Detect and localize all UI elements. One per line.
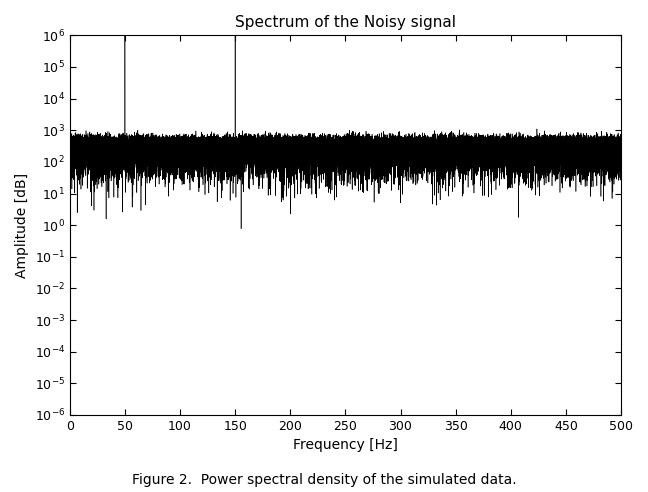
X-axis label: Frequency [Hz]: Frequency [Hz] — [293, 438, 398, 453]
Text: Figure 2.  Power spectral density of the simulated data.: Figure 2. Power spectral density of the … — [132, 473, 516, 487]
Y-axis label: Amplitude [dB]: Amplitude [dB] — [15, 173, 29, 277]
Title: Spectrum of the Noisy signal: Spectrum of the Noisy signal — [235, 15, 456, 30]
